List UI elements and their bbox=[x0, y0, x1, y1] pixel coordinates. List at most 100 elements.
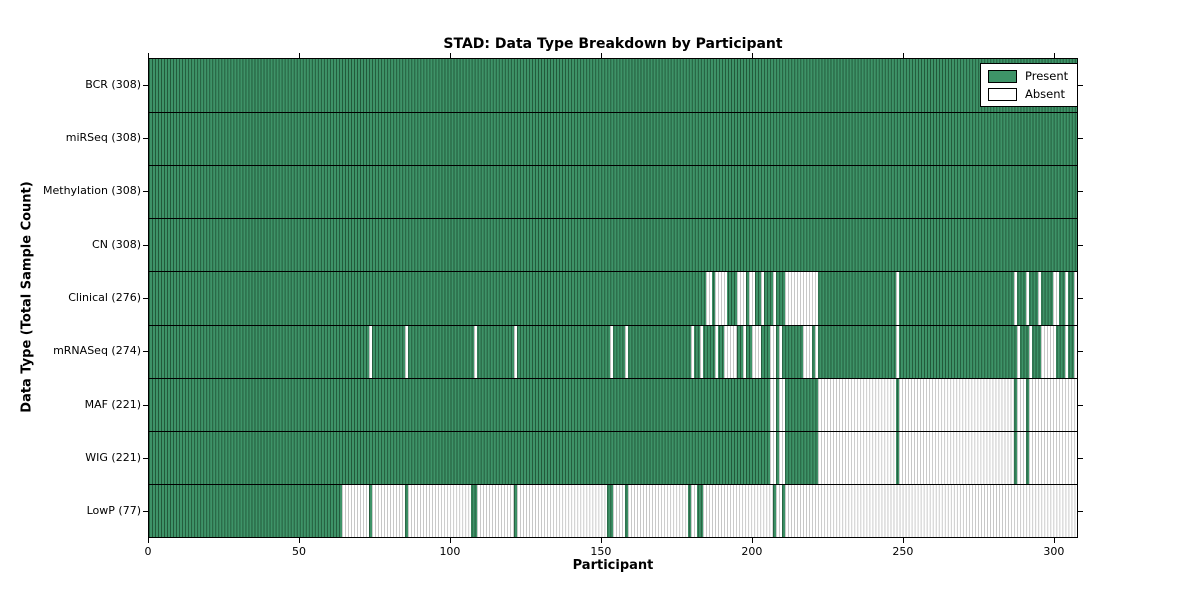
x-tick-mark bbox=[751, 53, 753, 58]
y-tick-mark bbox=[143, 298, 148, 299]
absent-segment bbox=[477, 483, 514, 537]
absent-segment bbox=[778, 377, 785, 431]
absent-segment bbox=[899, 430, 1014, 484]
row-bcr bbox=[149, 59, 1077, 113]
x-tick-label: 250 bbox=[892, 545, 914, 558]
absent-segment bbox=[1028, 377, 1077, 431]
absent-segment bbox=[628, 483, 689, 537]
absent-segment bbox=[703, 483, 773, 537]
y-tick-mark bbox=[143, 351, 148, 353]
legend-label-absent: Absent bbox=[1025, 87, 1066, 101]
absent-segment bbox=[899, 377, 1014, 431]
plot-area bbox=[148, 58, 1078, 538]
absent-segment bbox=[1037, 271, 1041, 325]
x-tick-mark bbox=[902, 538, 904, 543]
row-divider bbox=[149, 430, 1077, 432]
y-tick-mark bbox=[1078, 511, 1083, 513]
absent-segment bbox=[1052, 271, 1059, 325]
absent-segment bbox=[1016, 430, 1026, 484]
y-tick-mark bbox=[1078, 351, 1083, 353]
x-tick-mark bbox=[902, 53, 904, 58]
absent-segment bbox=[613, 483, 626, 537]
absent-segment bbox=[1016, 377, 1026, 431]
y-tick-mark bbox=[1078, 404, 1083, 406]
row-maf bbox=[149, 377, 1077, 431]
row-divider bbox=[149, 271, 1077, 273]
absent-segment bbox=[408, 483, 472, 537]
absent-segment bbox=[1040, 324, 1056, 378]
absent-segment bbox=[1016, 324, 1020, 378]
y-tick-label-wig: WIG (221) bbox=[85, 451, 141, 464]
x-tick-label: 300 bbox=[1043, 545, 1065, 558]
absent-segment bbox=[341, 483, 369, 537]
x-tick-mark bbox=[298, 538, 300, 543]
absent-segment bbox=[474, 324, 478, 378]
x-tick-mark bbox=[600, 538, 602, 543]
absent-segment bbox=[706, 271, 713, 325]
y-tick-label-mrnaseq: mRNASeq (274) bbox=[53, 344, 141, 358]
absent-segment bbox=[625, 324, 629, 378]
absent-segment bbox=[784, 271, 818, 325]
x-tick-label: 200 bbox=[741, 545, 763, 558]
y-tick-label-methylation: Methylation (308) bbox=[43, 184, 141, 198]
absent-segment bbox=[751, 324, 761, 378]
absent-segment bbox=[736, 271, 746, 325]
absent-segment bbox=[1013, 271, 1017, 325]
absent-segment bbox=[748, 271, 755, 325]
absent-segment bbox=[784, 483, 1077, 537]
y-tick-mark bbox=[1078, 84, 1083, 86]
legend-item-absent: Absent bbox=[988, 85, 1068, 103]
y-tick-mark bbox=[143, 404, 148, 406]
y-tick-mark bbox=[1078, 138, 1083, 139]
absent-segment bbox=[778, 324, 782, 378]
y-tick-mark bbox=[143, 511, 148, 513]
row-clinical bbox=[149, 271, 1077, 325]
legend-label-present: Present bbox=[1025, 69, 1069, 83]
absent-segment bbox=[778, 430, 785, 484]
row-lowp bbox=[149, 483, 1077, 537]
row-wig bbox=[149, 430, 1077, 484]
x-tick-label: 150 bbox=[590, 545, 612, 558]
absent-segment bbox=[769, 324, 776, 378]
y-tick-mark bbox=[143, 244, 148, 246]
legend-item-present: Present bbox=[988, 67, 1068, 85]
y-tick-mark bbox=[1078, 458, 1083, 459]
absent-segment bbox=[609, 324, 613, 378]
absent-segment bbox=[1064, 271, 1068, 325]
absent-segment bbox=[742, 324, 746, 378]
absent-segment bbox=[715, 324, 719, 378]
x-tick-mark bbox=[298, 53, 300, 58]
y-tick-mark bbox=[143, 458, 148, 459]
absent-segment bbox=[1073, 324, 1077, 378]
row-divider bbox=[149, 483, 1077, 485]
x-tick-mark bbox=[1053, 53, 1055, 58]
absent-segment bbox=[817, 430, 897, 484]
absent-segment bbox=[817, 377, 897, 431]
absent-segment bbox=[724, 324, 737, 378]
absent-segment bbox=[802, 324, 812, 378]
absent-segment bbox=[1073, 271, 1077, 325]
absent-segment bbox=[405, 324, 409, 378]
y-tick-mark bbox=[1078, 244, 1083, 246]
row-divider bbox=[149, 218, 1077, 220]
x-tick-mark bbox=[449, 53, 451, 58]
x-tick-mark bbox=[600, 53, 602, 58]
y-tick-mark bbox=[143, 191, 148, 193]
y-tick-mark bbox=[143, 138, 148, 139]
row-mrnaseq bbox=[149, 324, 1077, 378]
legend-swatch-present bbox=[988, 69, 1017, 83]
absent-segment bbox=[715, 271, 728, 325]
y-tick-label-lowp: LowP (77) bbox=[86, 504, 141, 518]
row-cn bbox=[149, 218, 1077, 272]
absent-segment bbox=[896, 271, 900, 325]
x-tick-label: 100 bbox=[439, 545, 461, 558]
row-methylation bbox=[149, 165, 1077, 219]
absent-segment bbox=[775, 483, 782, 537]
absent-segment bbox=[1028, 430, 1077, 484]
absent-segment bbox=[1025, 271, 1029, 325]
absent-segment bbox=[760, 271, 764, 325]
x-tick-label: 50 bbox=[291, 545, 306, 558]
absent-segment bbox=[691, 483, 698, 537]
x-tick-mark bbox=[751, 538, 753, 543]
